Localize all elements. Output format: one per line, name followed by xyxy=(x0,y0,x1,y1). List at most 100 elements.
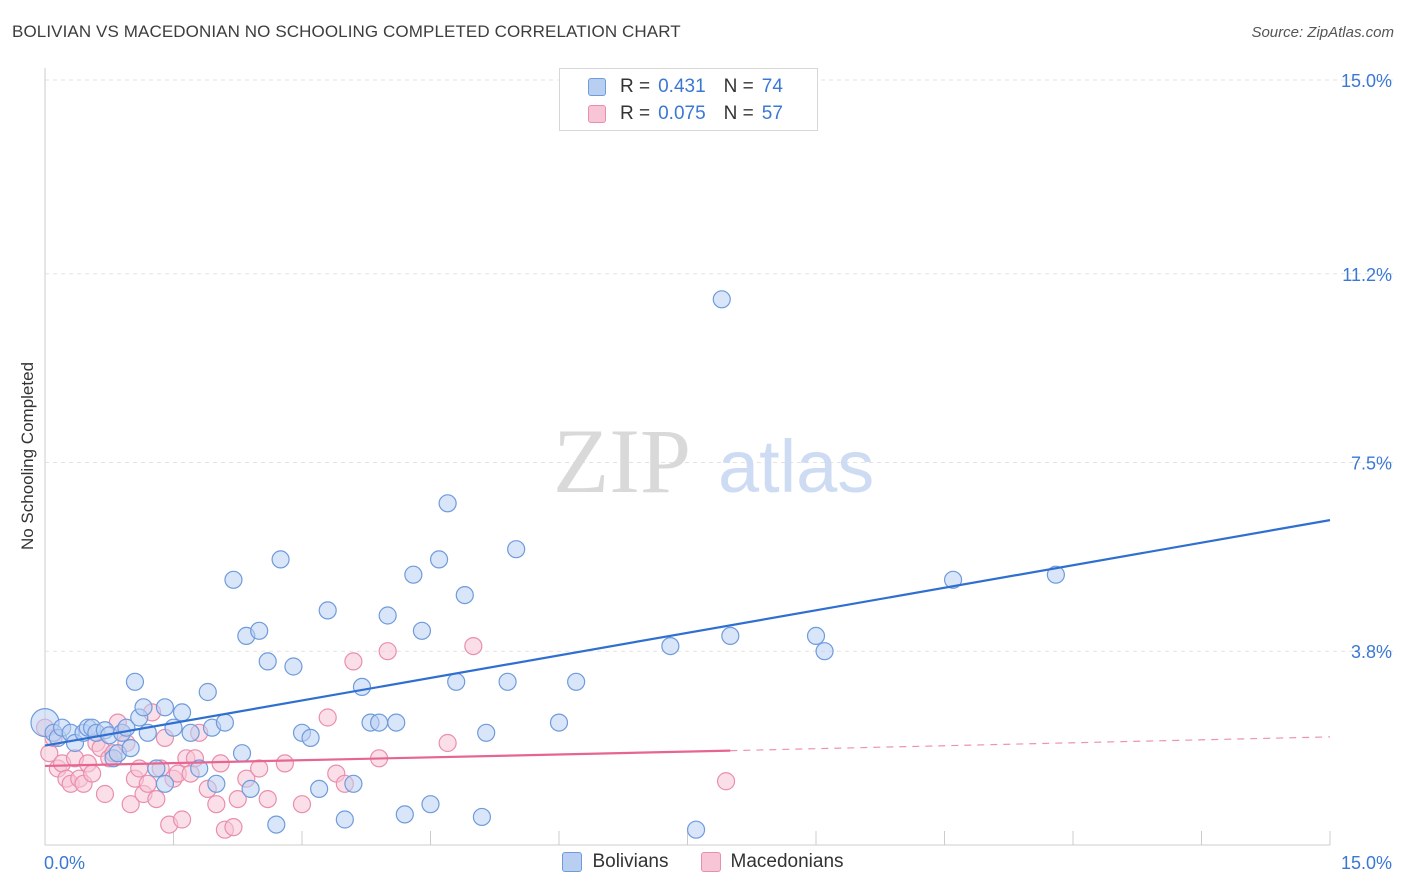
legend-r-value: 0.431 xyxy=(658,76,706,97)
bolivian-point xyxy=(155,698,175,717)
bolivian-point xyxy=(121,738,140,758)
bolivian-point xyxy=(335,810,354,829)
bolivian-point xyxy=(567,672,586,691)
watermark-zip: ZIP xyxy=(553,410,691,512)
macedonian-point xyxy=(95,784,115,804)
bolivian-point xyxy=(125,672,145,691)
bolivian-point xyxy=(172,703,192,722)
legend-swatch-pink xyxy=(588,105,606,123)
bolivian-point xyxy=(712,290,731,309)
macedonian-point xyxy=(318,708,337,727)
bolivian-point xyxy=(224,570,243,589)
macedonian-point xyxy=(130,759,149,778)
macedonian-point xyxy=(378,642,397,661)
bolivian-point xyxy=(447,672,466,691)
macedonian-point xyxy=(207,795,226,814)
bolivian-point xyxy=(378,606,397,625)
bolivian-point xyxy=(198,682,217,702)
legend-n-label: N = xyxy=(723,76,754,97)
bolivian-point xyxy=(370,713,389,732)
bolivian-point xyxy=(250,621,269,640)
bolivian-point xyxy=(429,550,449,569)
legend-r-label: R = xyxy=(620,103,651,124)
bolivian-point xyxy=(412,621,432,640)
macedonian-point xyxy=(147,789,166,809)
bolivian-point xyxy=(438,494,457,513)
bolivian-point xyxy=(181,723,200,742)
bolivian-point xyxy=(284,657,303,676)
legend-n-label: N = xyxy=(723,103,754,124)
macedonian-trend-extension xyxy=(730,736,1331,752)
bolivian-point xyxy=(1046,565,1065,584)
series-legend: Bolivians Macedonians xyxy=(0,851,1406,873)
bolivian-point xyxy=(301,728,320,748)
y-tick-label: 15.0% xyxy=(1341,71,1392,91)
bolivian-point xyxy=(267,815,286,834)
bolivian-point xyxy=(232,744,252,763)
gridlines xyxy=(45,79,1395,652)
bolivian-point xyxy=(455,585,474,605)
bolivian-point xyxy=(549,713,569,732)
bolivian-point xyxy=(477,723,496,742)
correlation-legend: R = 0.431 N = 74 R = 0.075 N = 57 xyxy=(559,68,818,131)
watermark-atlas: atlas xyxy=(718,425,874,508)
bolivian-point xyxy=(241,779,260,799)
legend-n-value: 74 xyxy=(761,76,783,97)
macedonian-point xyxy=(121,795,140,814)
legend-item-macedonians[interactable]: Macedonians xyxy=(700,851,844,873)
legend-r-value: 0.075 xyxy=(658,103,706,124)
macedonian-point xyxy=(438,733,457,753)
macedonian-point xyxy=(228,789,247,809)
bolivian-point xyxy=(815,642,834,661)
legend-item-bolivians[interactable]: Bolivians xyxy=(562,851,669,873)
macedonian-point xyxy=(83,764,102,783)
bolivian-point xyxy=(155,774,175,793)
bolivian-point xyxy=(472,807,491,827)
macedonian-point xyxy=(172,810,192,829)
legend-label-macedonians: Macedonians xyxy=(730,851,844,872)
bolivian-point xyxy=(686,820,706,839)
macedonian-point xyxy=(211,754,230,773)
y-tick-label: 7.5% xyxy=(1351,454,1392,474)
bolivian-point xyxy=(258,652,277,671)
chart-title: BOLIVIAN VS MACEDONIAN NO SCHOOLING COMP… xyxy=(12,22,681,41)
legend-swatch-blue xyxy=(562,852,583,872)
macedonian-point xyxy=(138,774,157,793)
y-tick-label: 3.8% xyxy=(1351,642,1392,662)
macedonian-point xyxy=(716,772,736,791)
bolivian-point xyxy=(352,677,372,697)
macedonian-point xyxy=(292,795,312,814)
bolivian-point xyxy=(395,805,414,824)
macedonian-point xyxy=(344,652,363,671)
legend-label-bolivians: Bolivians xyxy=(592,851,669,872)
legend-row-macedonians: R = 0.075 N = 57 xyxy=(588,102,783,126)
bolivian-point xyxy=(507,540,526,559)
bolivian-point xyxy=(661,636,680,656)
macedonian-trend-line xyxy=(44,749,731,768)
legend-swatch-blue xyxy=(588,78,606,96)
x-tick-label: 15.0% xyxy=(1341,853,1392,873)
macedonian-point xyxy=(275,754,294,773)
legend-n-value: 57 xyxy=(761,103,783,124)
macedonian-point xyxy=(224,818,243,837)
legend-swatch-pink xyxy=(700,852,721,872)
bolivian-trend-line xyxy=(44,519,1331,747)
x-tick-label: 0.0% xyxy=(44,853,85,873)
bolivian-point xyxy=(421,795,440,814)
source-label: Source: ZipAtlas.com xyxy=(1251,24,1394,41)
bolivian-point xyxy=(387,713,406,732)
bolivian-point xyxy=(806,626,826,646)
macedonian-point xyxy=(250,759,269,778)
tick-labels: 3.8% 7.5% 11.2% 15.0% 0.0% 15.0% xyxy=(44,71,1392,873)
trend-lines xyxy=(44,519,1331,768)
legend-r-label: R = xyxy=(620,76,651,97)
bolivian-point xyxy=(215,713,234,732)
y-tick-label: 11.2% xyxy=(1342,265,1392,285)
bolivian-point xyxy=(404,565,423,584)
bolivian-point xyxy=(498,672,517,691)
macedonian-point xyxy=(464,636,483,656)
bolivian-point xyxy=(207,774,226,793)
macedonian-point xyxy=(258,789,277,809)
bolivian-point xyxy=(318,601,337,620)
